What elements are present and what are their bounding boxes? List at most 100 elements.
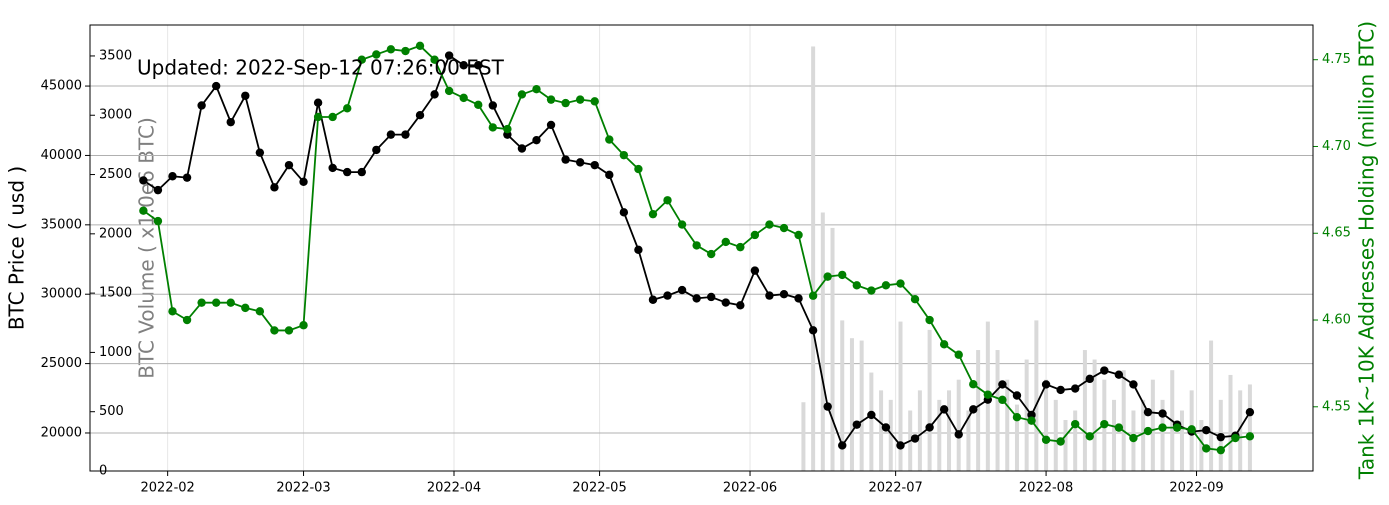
point [299,177,308,187]
point [1012,391,1022,400]
x-tick-label: 2022-08 [1019,481,1073,496]
point [1041,380,1051,389]
point [270,183,279,192]
point [182,173,192,182]
point [1143,407,1153,417]
volume-bar [995,350,1000,471]
point [488,123,498,132]
volume-bar [1121,370,1126,471]
point [794,294,803,303]
volume-bar [859,340,864,471]
volume-tick-label: 2000 [99,226,132,241]
point [1231,433,1240,443]
point [1056,385,1065,395]
point [575,158,585,167]
volume-bar [1073,410,1078,471]
point [197,101,206,110]
point [983,390,993,399]
volume-axis-label: BTC Volume ( x1.0e6 BTC) [135,117,159,379]
point [211,298,221,307]
volume-bar [811,46,816,471]
point [707,292,716,302]
point [1027,416,1036,425]
point [852,281,862,290]
point [663,196,672,205]
volume-bar [879,390,884,471]
point [823,402,832,411]
volume-bar [1247,384,1252,471]
point [896,441,905,450]
volume-bar [1092,359,1097,471]
volume-bar [1014,404,1019,471]
volume-bar [869,372,874,471]
point [1216,432,1225,442]
point [372,50,381,59]
point [430,55,439,64]
point [1202,426,1211,435]
volume-bar [1034,320,1039,471]
point [444,86,454,96]
point [474,61,483,70]
point [488,101,498,110]
point [284,326,294,335]
point [910,294,920,304]
point [1085,432,1094,441]
volume-bar [1150,379,1155,471]
point [867,410,876,420]
point [1245,432,1255,441]
y2-tick-label: 4.65 [1322,226,1351,241]
point [561,98,570,108]
volume-bar [1053,399,1058,471]
point [226,298,235,307]
point [1070,419,1080,429]
point [386,130,396,139]
point [808,291,818,300]
point [590,97,599,106]
point [1143,426,1153,436]
point [881,281,891,290]
point [1114,370,1124,379]
point [182,315,192,325]
point [838,270,847,280]
point [808,326,818,335]
point [605,170,614,180]
volume-bar [840,320,845,471]
y-tick-label: 35000 [41,217,82,232]
volume-bar [820,212,825,471]
x-tick-label: 2022-04 [427,481,481,496]
point [969,380,978,389]
volume-bar [927,329,932,471]
volume-tick-label: 500 [99,404,124,419]
point [838,441,847,450]
x-tick-label: 2022-07 [868,481,922,496]
point [357,167,366,177]
point [925,423,934,432]
point [255,148,265,157]
point [648,295,658,304]
point [867,286,876,295]
point [750,266,760,275]
point [139,206,148,215]
point [910,434,920,443]
point [546,120,556,130]
point [721,298,730,307]
point [1216,445,1225,455]
point [692,241,701,250]
point [532,85,541,94]
volume-tick-label: 1000 [99,345,132,360]
point [1129,433,1138,443]
volume-bar [1044,379,1049,471]
point [1158,409,1167,418]
point [1158,423,1167,432]
volume-bar [888,399,893,471]
volume-bar [898,321,903,471]
point [1041,435,1051,444]
y-axis-label: BTC Price ( usd ) [5,166,29,330]
point [648,209,658,219]
volume-bar [1112,399,1117,471]
volume-bar [1082,350,1087,471]
point [721,237,730,247]
point [343,104,352,113]
point [619,150,629,160]
point [270,326,279,335]
